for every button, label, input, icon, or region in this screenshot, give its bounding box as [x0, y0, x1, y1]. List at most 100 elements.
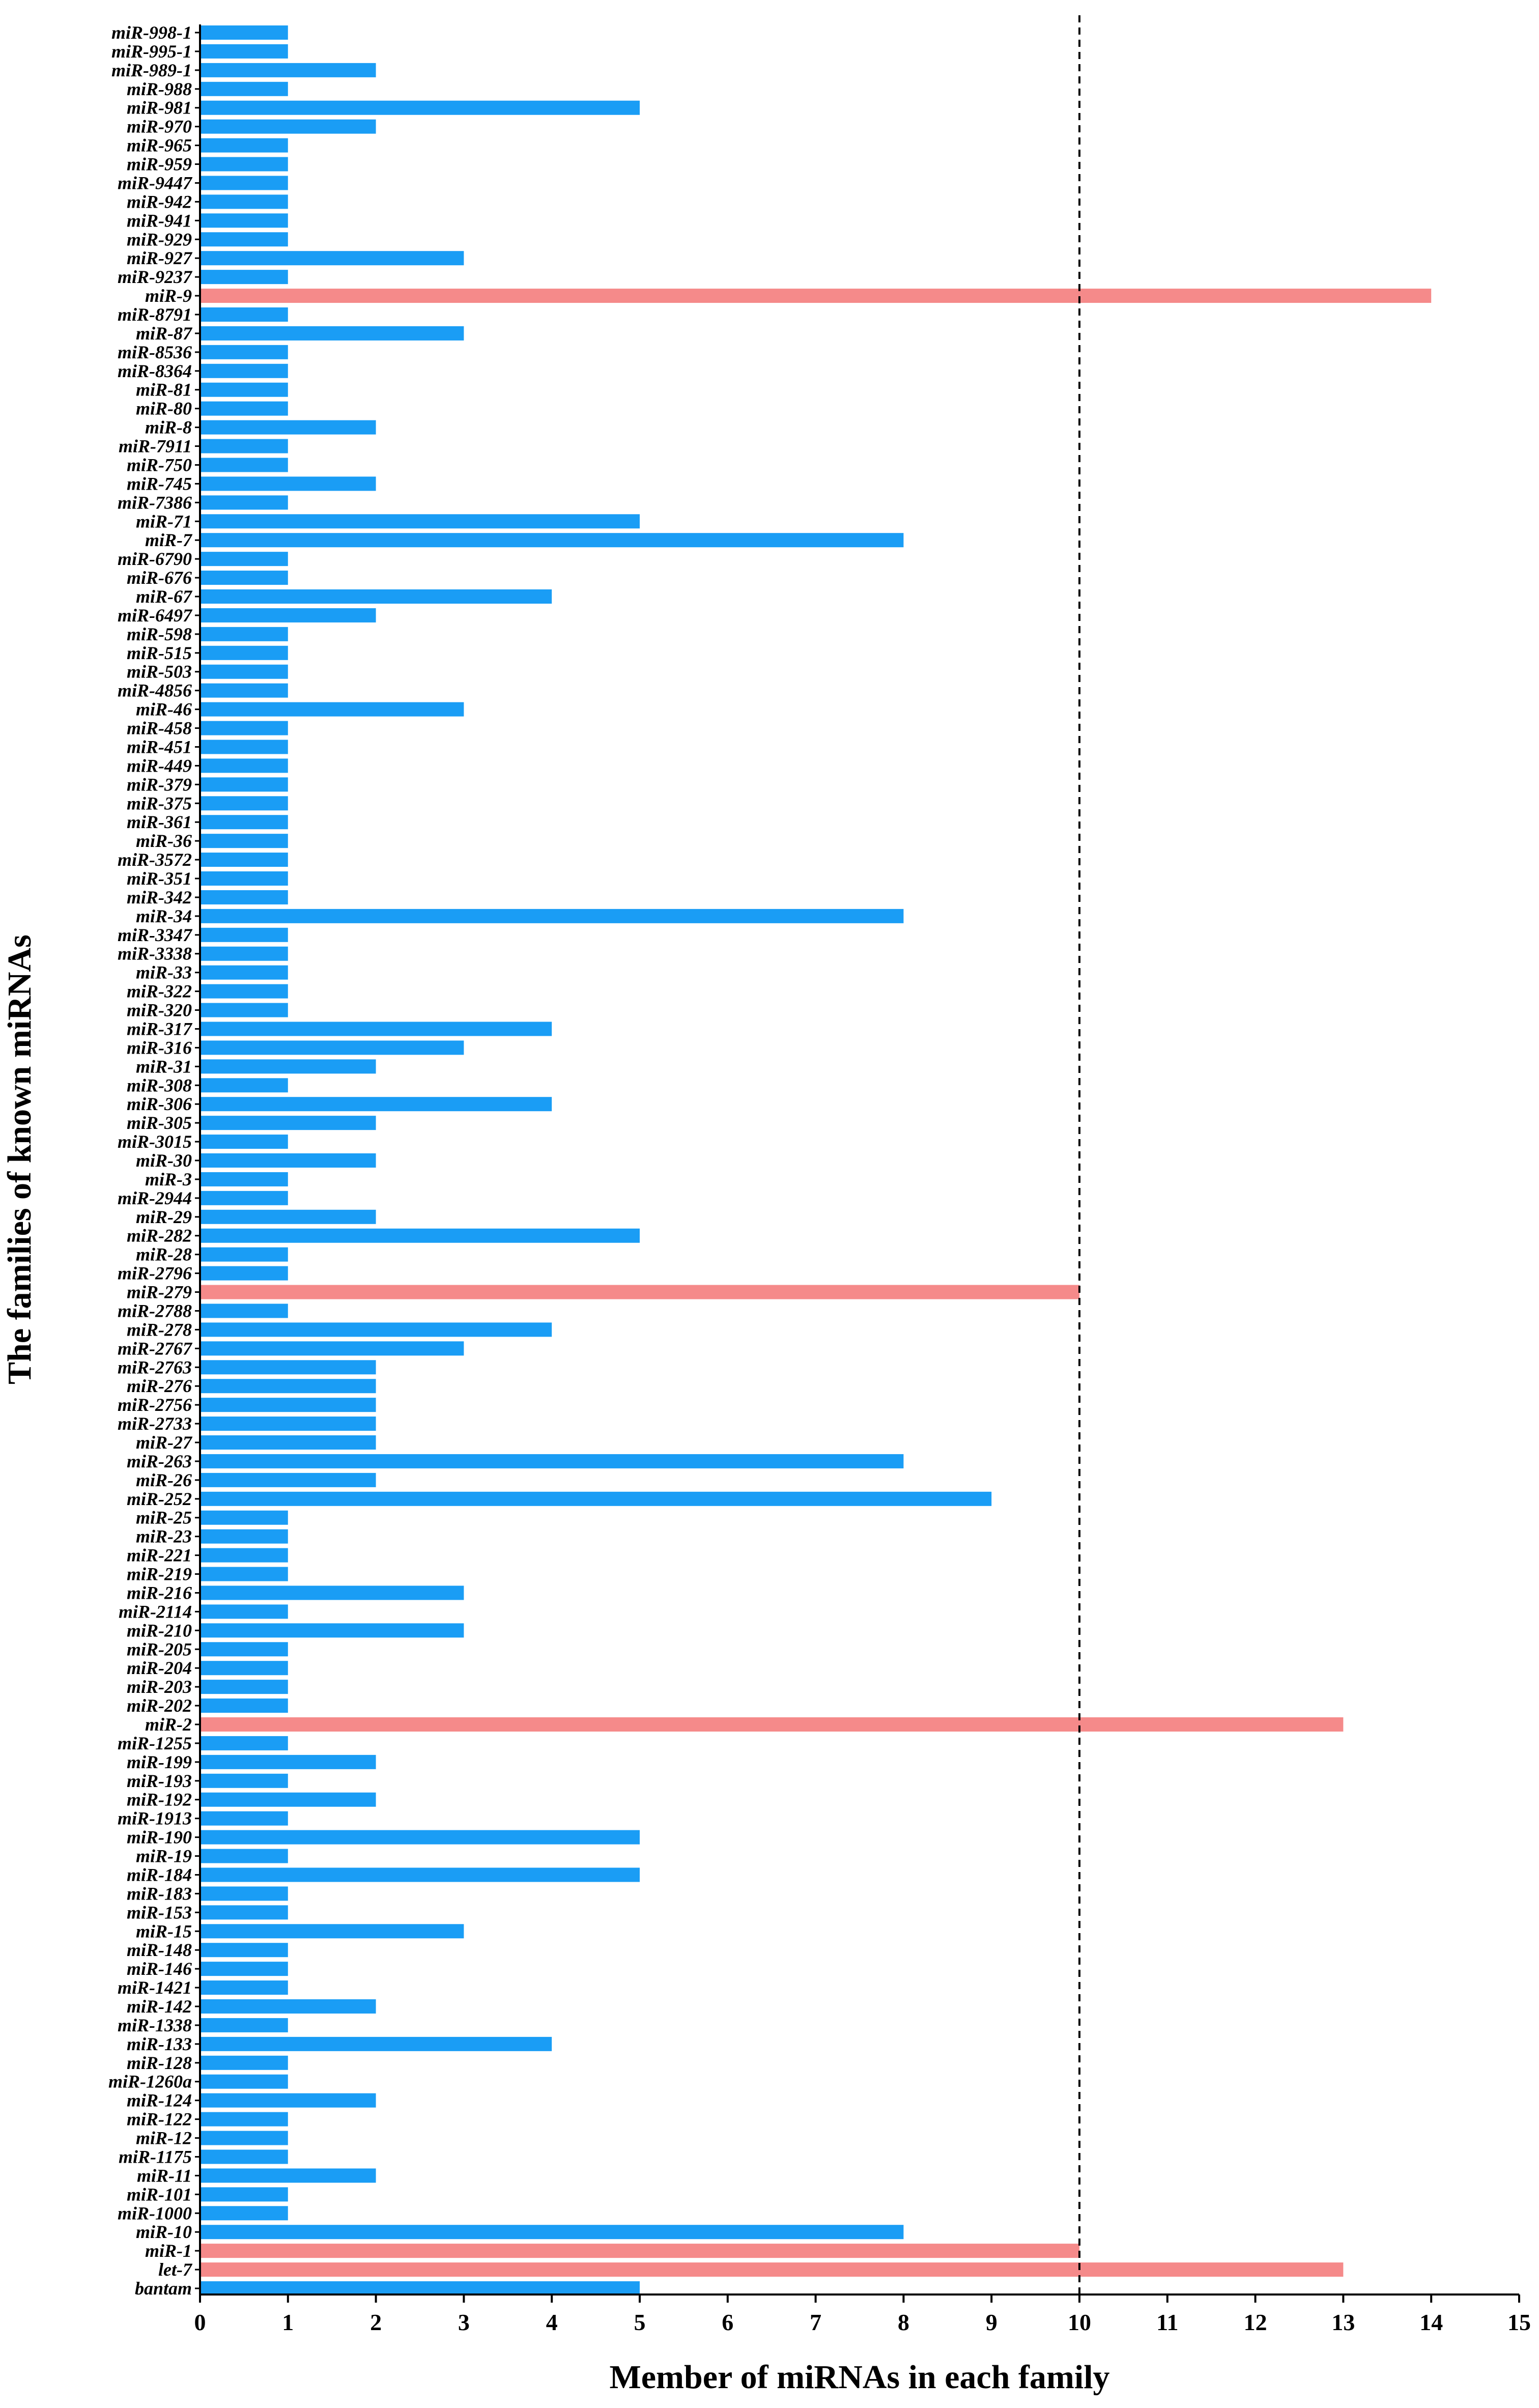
y-tick-label-miR-927: miR-927	[127, 248, 193, 268]
x-tick-label-11: 11	[1156, 2309, 1178, 2335]
x-ticks-layer: 0 1 2 3 4 5 6 7 8 9 10 11 12 13 14 15	[194, 2294, 1531, 2335]
bar-miR-202	[200, 1698, 288, 1713]
y-tick-label-miR-2767: miR-2767	[118, 1338, 193, 1358]
y-tick-label-miR-1255: miR-1255	[118, 1733, 192, 1753]
y-tick-label-miR-146: miR-146	[127, 1959, 192, 1979]
bar-miR-3347	[200, 927, 288, 942]
bar-miR-6497	[200, 608, 376, 622]
bar-miR-598	[200, 627, 288, 641]
y-tick-label-miR-203: miR-203	[127, 1677, 192, 1697]
bar-miR-148	[200, 1943, 288, 1958]
bar-miR-1913	[200, 1811, 288, 1826]
y-tick-label-miR-12: miR-12	[136, 2128, 192, 2148]
y-tick-label-miR-458: miR-458	[127, 718, 192, 739]
bar-miR-46	[200, 702, 464, 717]
bar-miR-279	[200, 1285, 1079, 1299]
y-tick-label-miR-36: miR-36	[136, 831, 192, 851]
bar-bantam	[200, 2281, 640, 2296]
y-tick-label-miR-184: miR-184	[127, 1864, 192, 1885]
bar-miR-34	[200, 909, 904, 923]
y-tick-label-miR-9447: miR-9447	[118, 173, 193, 193]
y-tick-label-miR-34: miR-34	[136, 906, 192, 926]
y-tick-label-miR-199: miR-199	[127, 1752, 192, 1772]
y-tick-label-miR-30: miR-30	[136, 1150, 192, 1171]
bar-miR-146	[200, 1962, 288, 1976]
y-tick-label-miR-190: miR-190	[127, 1827, 192, 1848]
y-tick-label-miR-133: miR-133	[127, 2034, 192, 2054]
y-tick-label-miR-342: miR-342	[127, 887, 192, 908]
y-tick-label-miR-26: miR-26	[136, 1470, 192, 1490]
y-tick-label-miR-750: miR-750	[127, 455, 192, 475]
bar-miR-282	[200, 1228, 640, 1243]
bar-miR-1000	[200, 2206, 288, 2221]
bar-miR-361	[200, 815, 288, 830]
y-tick-label-miR-361: miR-361	[127, 812, 192, 832]
bar-miR-305	[200, 1116, 376, 1130]
bar-miR-8	[200, 420, 376, 435]
bar-miR-81	[200, 382, 288, 397]
y-tick-label-miR-87: miR-87	[136, 323, 193, 344]
y-tick-label-miR-2788: miR-2788	[118, 1300, 192, 1321]
bar-miR-676	[200, 571, 288, 585]
bar-miR-988	[200, 81, 288, 96]
bar-miR-2733	[200, 1417, 376, 1431]
bar-miR-503	[200, 664, 288, 679]
y-tick-label-miR-8536: miR-8536	[118, 342, 192, 362]
bar-miR-216	[200, 1585, 464, 1600]
x-tick-label-9: 9	[986, 2309, 997, 2335]
bar-miR-351	[200, 871, 288, 886]
bar-miR-80	[200, 401, 288, 416]
bar-miR-36	[200, 834, 288, 848]
y-tick-label-miR-216: miR-216	[127, 1582, 192, 1603]
bar-miR-7386	[200, 495, 288, 510]
y-tick-label-miR-204: miR-204	[127, 1658, 192, 1678]
bar-miR-9	[200, 289, 1432, 303]
y-tick-label-miR-676: miR-676	[127, 568, 192, 588]
bar-miR-7	[200, 533, 904, 548]
x-tick-label-8: 8	[898, 2309, 909, 2335]
bar-miR-2	[200, 1717, 1344, 1732]
y-tick-label-miR-449: miR-449	[127, 755, 192, 776]
y-tick-label-miR-81: miR-81	[136, 380, 192, 400]
y-tick-label-miR-278: miR-278	[127, 1319, 192, 1340]
bar-miR-458	[200, 721, 288, 735]
y-tick-label-miR-19: miR-19	[136, 1846, 192, 1866]
bar-miR-1421	[200, 1980, 288, 1995]
x-tick-label-2: 2	[370, 2309, 382, 2335]
bar-miR-8791	[200, 307, 288, 322]
bar-miR-1255	[200, 1736, 288, 1750]
bar-miR-124	[200, 2093, 376, 2108]
y-tick-label-miR-7386: miR-7386	[118, 492, 192, 513]
bar-miR-4856	[200, 683, 288, 698]
bar-miR-941	[200, 213, 288, 228]
bar-miR-221	[200, 1548, 288, 1563]
y-tick-label-miR-3347: miR-3347	[118, 925, 193, 945]
y-tick-label-miR-46: miR-46	[136, 699, 192, 720]
bar-miR-989-1	[200, 63, 376, 77]
bar-miR-6790	[200, 552, 288, 566]
y-tick-label-miR-1175: miR-1175	[119, 2146, 192, 2167]
y-tick-label-miR-998-1: miR-998-1	[111, 22, 192, 43]
y-tick-label-miR-995-1: miR-995-1	[111, 41, 192, 62]
y-tick-label-miR-2114: miR-2114	[119, 1601, 192, 1622]
bar-miR-8536	[200, 345, 288, 359]
y-tick-label-miR-306: miR-306	[127, 1094, 192, 1114]
y-tick-label-miR-322: miR-322	[127, 981, 192, 1002]
y-tick-label-miR-9237: miR-9237	[118, 267, 193, 287]
y-tick-label-miR-67: miR-67	[136, 586, 193, 607]
bar-miR-205	[200, 1642, 288, 1657]
bar-miR-11	[200, 2168, 376, 2183]
x-tick-label-14: 14	[1419, 2309, 1443, 2335]
y-tick-label-miR-8: miR-8	[145, 417, 192, 438]
y-ticks-layer: miR-998-1miR-995-1miR-989-1miR-988miR-98…	[108, 22, 200, 2299]
bar-let-7	[200, 2262, 1344, 2277]
y-tick-label-miR-6497: miR-6497	[118, 605, 193, 626]
bar-miR-2763	[200, 1360, 376, 1375]
y-tick-label-miR-941: miR-941	[127, 210, 192, 231]
y-tick-label-miR-2763: miR-2763	[118, 1357, 192, 1377]
y-tick-label-miR-2796: miR-2796	[118, 1263, 192, 1284]
y-tick-label-miR-1260a: miR-1260a	[108, 2072, 192, 2092]
y-tick-label-miR-1338: miR-1338	[118, 2015, 192, 2035]
bar-miR-15	[200, 1924, 464, 1939]
bar-miR-153	[200, 1905, 288, 1920]
